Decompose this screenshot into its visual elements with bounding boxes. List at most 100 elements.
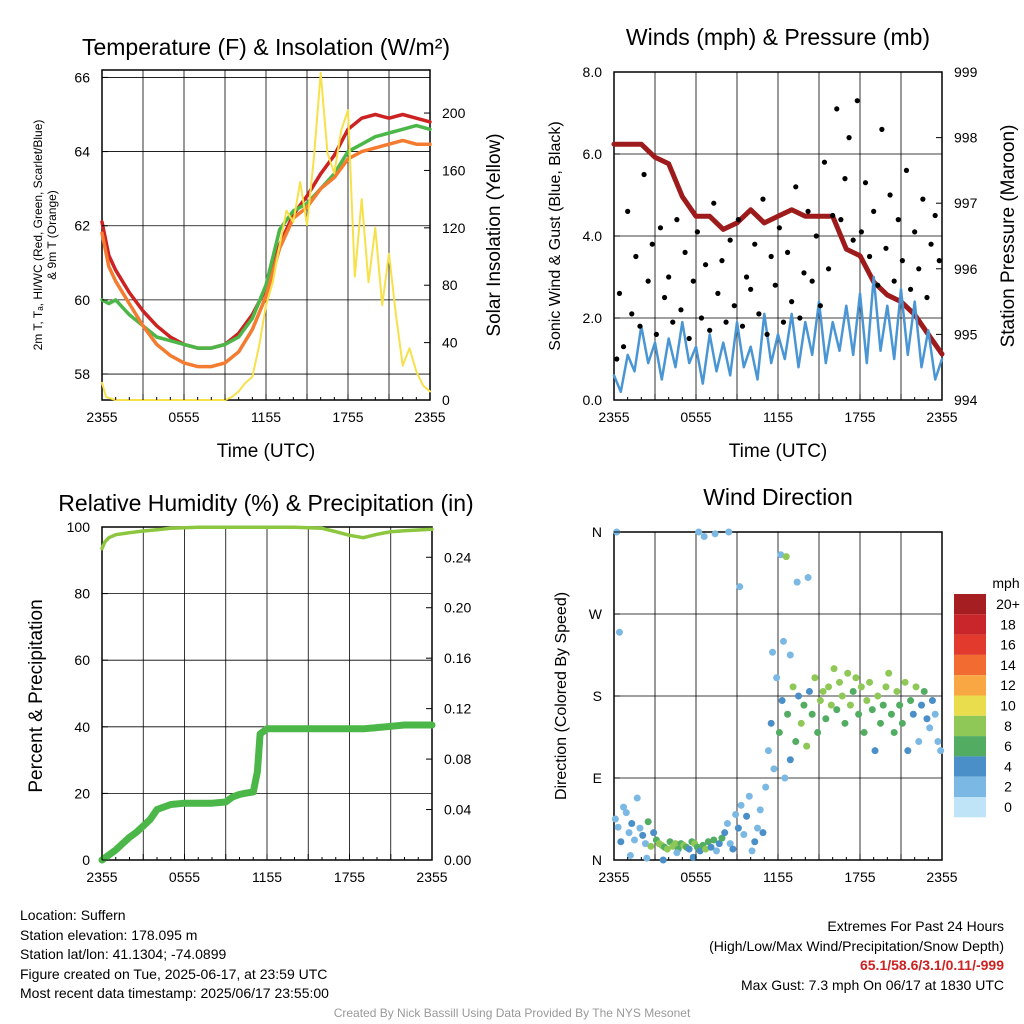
direction-point [793, 578, 801, 586]
series-line [100, 138, 432, 369]
direction-point [767, 719, 775, 727]
direction-point [896, 701, 904, 709]
gust-point [916, 266, 922, 272]
gust-point [748, 286, 754, 292]
colorbar-swatch [954, 675, 986, 696]
x-tick-label: 2355 [414, 409, 445, 425]
colorbar-label: 2 [1004, 779, 1012, 795]
gust-point [797, 315, 803, 321]
x-tick-label: 2355 [598, 869, 629, 885]
direction-point [625, 829, 633, 837]
x-tick-label: 1755 [332, 409, 363, 425]
direction-point [673, 849, 681, 857]
temp-series [100, 71, 432, 401]
wdir-y-label-left: Direction (Colored By Speed) [553, 592, 570, 800]
direction-point [754, 824, 761, 832]
gust-point [614, 356, 620, 362]
direction-point [740, 830, 748, 838]
gust-point [871, 208, 877, 214]
direction-point [841, 719, 849, 727]
direction-point [778, 697, 786, 705]
winds-series [611, 98, 945, 394]
y-tick-label: 2.0 [583, 310, 603, 326]
created-text: Figure created on Tue, 2025-06-17, at 23… [20, 965, 328, 982]
direction-point [650, 829, 658, 837]
location-text: Location: Suffern [20, 907, 126, 923]
y-tick-label: 80 [74, 586, 90, 602]
gust-point [678, 307, 684, 313]
direction-point [937, 747, 945, 755]
gust-point [682, 249, 688, 255]
gust-point [813, 233, 819, 239]
gust-point [715, 290, 721, 296]
gust-point [768, 253, 774, 260]
direction-point [784, 710, 792, 718]
gust-point [616, 290, 623, 296]
direction-point [689, 853, 697, 861]
direction-point [789, 683, 797, 691]
gust-point [645, 278, 651, 284]
direction-point [726, 840, 734, 848]
x-tick-label: 1155 [252, 869, 282, 885]
direction-point [702, 845, 710, 853]
direction-point [800, 701, 808, 709]
direction-point [827, 701, 835, 709]
gust-point [891, 278, 897, 284]
direction-point [874, 692, 882, 700]
y-right-tick-label: 0.16 [444, 650, 471, 666]
direction-point [811, 674, 819, 682]
direction-point [643, 854, 651, 862]
gust-point [846, 135, 852, 141]
gust-point [887, 192, 893, 198]
temp-panel: Temperature (F) & Insolation (W/m²) 2355… [31, 34, 505, 462]
direction-point [685, 845, 693, 853]
credit-text: Created By Nick Bassill Using Data Provi… [333, 1006, 691, 1020]
y-right-tick-label: 0.24 [444, 549, 471, 565]
direction-point [770, 765, 778, 773]
gust-point [694, 229, 700, 235]
y-right-tick-label: 40 [442, 335, 458, 351]
direction-point [756, 806, 764, 814]
y-right-tick-label: 998 [954, 130, 978, 146]
gust-point [772, 282, 778, 288]
gust-point [657, 225, 664, 231]
y-right-tick-label: 0.12 [444, 701, 471, 717]
direction-point [901, 678, 909, 686]
series-line [98, 721, 436, 864]
direction-point [844, 669, 852, 677]
direction-point [759, 829, 767, 837]
elevation-text: Station elevation: 178.095 m [20, 926, 198, 943]
direction-point [803, 742, 811, 750]
colorbar-label: 6 [1004, 738, 1012, 754]
direction-point [934, 738, 942, 746]
extremes-title: Extremes For Past 24 Hours [827, 918, 1004, 934]
direction-point [721, 829, 729, 837]
y-tick-label: 4.0 [583, 228, 603, 244]
direction-point [804, 574, 812, 582]
gust-point [620, 344, 627, 350]
wdir-title: Wind Direction [703, 484, 853, 510]
gust-point [661, 294, 668, 301]
gust-point [817, 303, 823, 309]
direction-point [860, 728, 868, 736]
y-right-tick-label: 0 [442, 392, 450, 408]
direction-point [782, 553, 790, 561]
temp-y-label-1: 2m T, Tₐ, HI/WC (Red, Green, Scarlet/Blu… [31, 120, 45, 351]
direction-point [695, 528, 703, 536]
colorbar-label: 20+ [996, 596, 1020, 612]
direction-point [830, 665, 838, 673]
gust-point [711, 200, 717, 206]
direction-point [868, 706, 876, 714]
direction-point [822, 715, 830, 723]
direction-point [893, 687, 901, 695]
direction-point [633, 794, 641, 802]
direction-point [814, 728, 822, 736]
direction-point [866, 678, 874, 686]
direction-point [736, 583, 744, 591]
gust-point [649, 241, 655, 247]
direction-point [777, 551, 785, 559]
gust-point [907, 286, 914, 292]
temp-title: Temperature (F) & Insolation (W/m²) [82, 34, 450, 60]
direction-point [710, 836, 718, 844]
